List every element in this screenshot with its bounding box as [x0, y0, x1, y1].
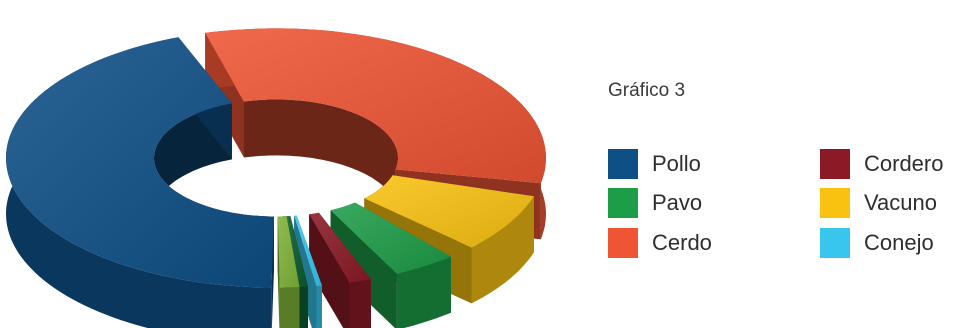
legend-swatch	[608, 149, 638, 179]
slice-pollo-top	[6, 37, 274, 288]
legend-label: Pollo	[652, 151, 701, 176]
legend-item-cordero: Cordero	[820, 149, 943, 179]
donut-chart	[6, 28, 546, 328]
legend-swatch	[820, 149, 850, 179]
slice-vacuno-top	[364, 175, 534, 248]
slice-conejo-top	[294, 215, 322, 287]
slice-vacuno-outer-wall	[471, 196, 534, 304]
slice-cordero	[309, 212, 371, 328]
slice-cordero-top	[309, 212, 371, 283]
legend-label: Pavo	[652, 190, 703, 215]
slice-conejo-end-wall-2	[294, 215, 317, 328]
chart-title: Gráfico 3	[608, 80, 686, 101]
legend-label: Cordero	[864, 151, 944, 176]
donut-chart-svg	[6, 28, 546, 328]
legend-swatch	[608, 188, 638, 218]
legend-item-vacuno: Vacuno	[820, 188, 937, 218]
slice-pollo-end-wall-1	[271, 216, 274, 328]
legend-swatch	[608, 228, 638, 258]
legend-swatch	[820, 228, 850, 258]
slice-minor-7-end-wall-1	[277, 216, 280, 328]
slice-pollo	[6, 37, 274, 328]
slice-conejo-outer-wall	[316, 285, 322, 328]
slice-cerdo-top	[205, 28, 546, 184]
slice-cerdo-inner-wall	[244, 99, 398, 226]
slice-minor-7-top	[277, 216, 300, 288]
legend-label: Vacuno	[864, 190, 937, 215]
slice-minor-7-outer-wall	[279, 287, 300, 328]
slice-minor-7	[277, 216, 300, 328]
slice-cordero-end-wall-2	[309, 214, 350, 328]
legend-item-cerdo: Cerdo	[608, 228, 712, 258]
legend-item-conejo: Conejo	[820, 228, 934, 258]
slice-pavo-top	[330, 202, 451, 274]
slice-pavo-end-wall-2	[330, 210, 397, 328]
slice-cordero-outer-wall	[349, 279, 371, 328]
legend-label: Cerdo	[652, 230, 712, 255]
legend-item-pavo: Pavo	[608, 188, 702, 218]
slice-pavo	[330, 202, 451, 328]
legend-item-pollo: Pollo	[608, 149, 701, 179]
slice-pavo-outer-wall	[396, 256, 451, 328]
legend-swatch	[820, 188, 850, 218]
legend-label: Conejo	[864, 230, 934, 255]
